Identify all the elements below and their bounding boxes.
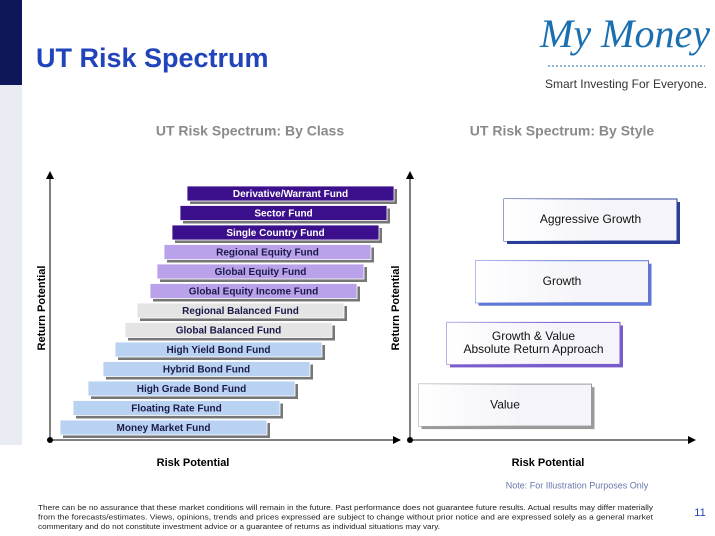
fund-bar	[59, 419, 268, 436]
fund-bar	[87, 380, 296, 397]
style-label: Growth & Value	[492, 329, 575, 343]
side-bar-shade	[0, 85, 22, 445]
note: Note: For Illustration Purposes Only	[506, 480, 649, 490]
panel-title: UT Risk Spectrum: By Class	[156, 123, 344, 139]
y-axis-label: Return Potential	[390, 266, 402, 351]
y-axis-label: Return Potential	[36, 266, 48, 351]
fund-bar	[136, 302, 345, 319]
fund-bar	[72, 400, 281, 416]
fund-label: High Yield Bond Fund	[167, 345, 271, 356]
fund-bar	[149, 283, 358, 299]
style-box-wash	[447, 322, 551, 365]
fund-label: Sector Fund	[254, 209, 312, 220]
fund-label: Floating Rate Fund	[131, 404, 222, 415]
style-label: Absolute Return Approach	[463, 342, 603, 356]
fund-bar	[163, 244, 372, 260]
fund-bar	[124, 322, 333, 338]
fund-label: Regional Balanced Fund	[182, 306, 299, 317]
fund-bar	[156, 263, 365, 280]
fund-bar	[114, 341, 323, 358]
fund-label: Global Balanced Fund	[176, 326, 282, 337]
disclaimer-line: from the forecasts/estimates. Views, opi…	[38, 512, 653, 521]
style-label: Aggressive Growth	[540, 212, 641, 226]
fund-label: Derivative/Warrant Fund	[233, 189, 348, 200]
fund-label: Money Market Fund	[117, 423, 211, 434]
style-box-wash	[418, 384, 523, 427]
fund-label: Global Equity Fund	[215, 267, 307, 278]
disclaimer-line: commentary and do not constitute investm…	[38, 522, 440, 531]
style-box-wash	[504, 199, 608, 241]
disclaimer-line: There can be no assurance that these mar…	[38, 503, 653, 512]
side-bar	[0, 0, 22, 85]
fund-bar	[186, 185, 395, 202]
x-axis-label: Risk Potential	[157, 457, 230, 469]
x-axis-label: Risk Potential	[512, 457, 585, 469]
origin	[47, 437, 53, 443]
fund-label: Global Equity Income Fund	[189, 287, 318, 298]
fund-label: Hybrid Bond Fund	[163, 365, 250, 376]
panel-title: UT Risk Spectrum: By Style	[470, 123, 655, 139]
fund-label: Single Country Fund	[226, 228, 324, 239]
slide-title: UT Risk Spectrum	[36, 43, 269, 73]
style-box-wash	[475, 260, 580, 303]
fund-label: Regional Equity Fund	[216, 248, 319, 259]
style-label: Value	[490, 397, 520, 411]
origin	[407, 437, 413, 443]
fund-bar	[179, 205, 388, 221]
tagline: Smart Investing For Everyone.	[545, 77, 707, 91]
fund-bar	[102, 361, 311, 377]
style-label: Growth	[543, 274, 582, 288]
fund-bar	[171, 224, 380, 241]
fund-label: High Grade Bond Fund	[137, 384, 246, 395]
logo: My Money	[539, 11, 710, 56]
page-number: 11	[694, 507, 705, 519]
